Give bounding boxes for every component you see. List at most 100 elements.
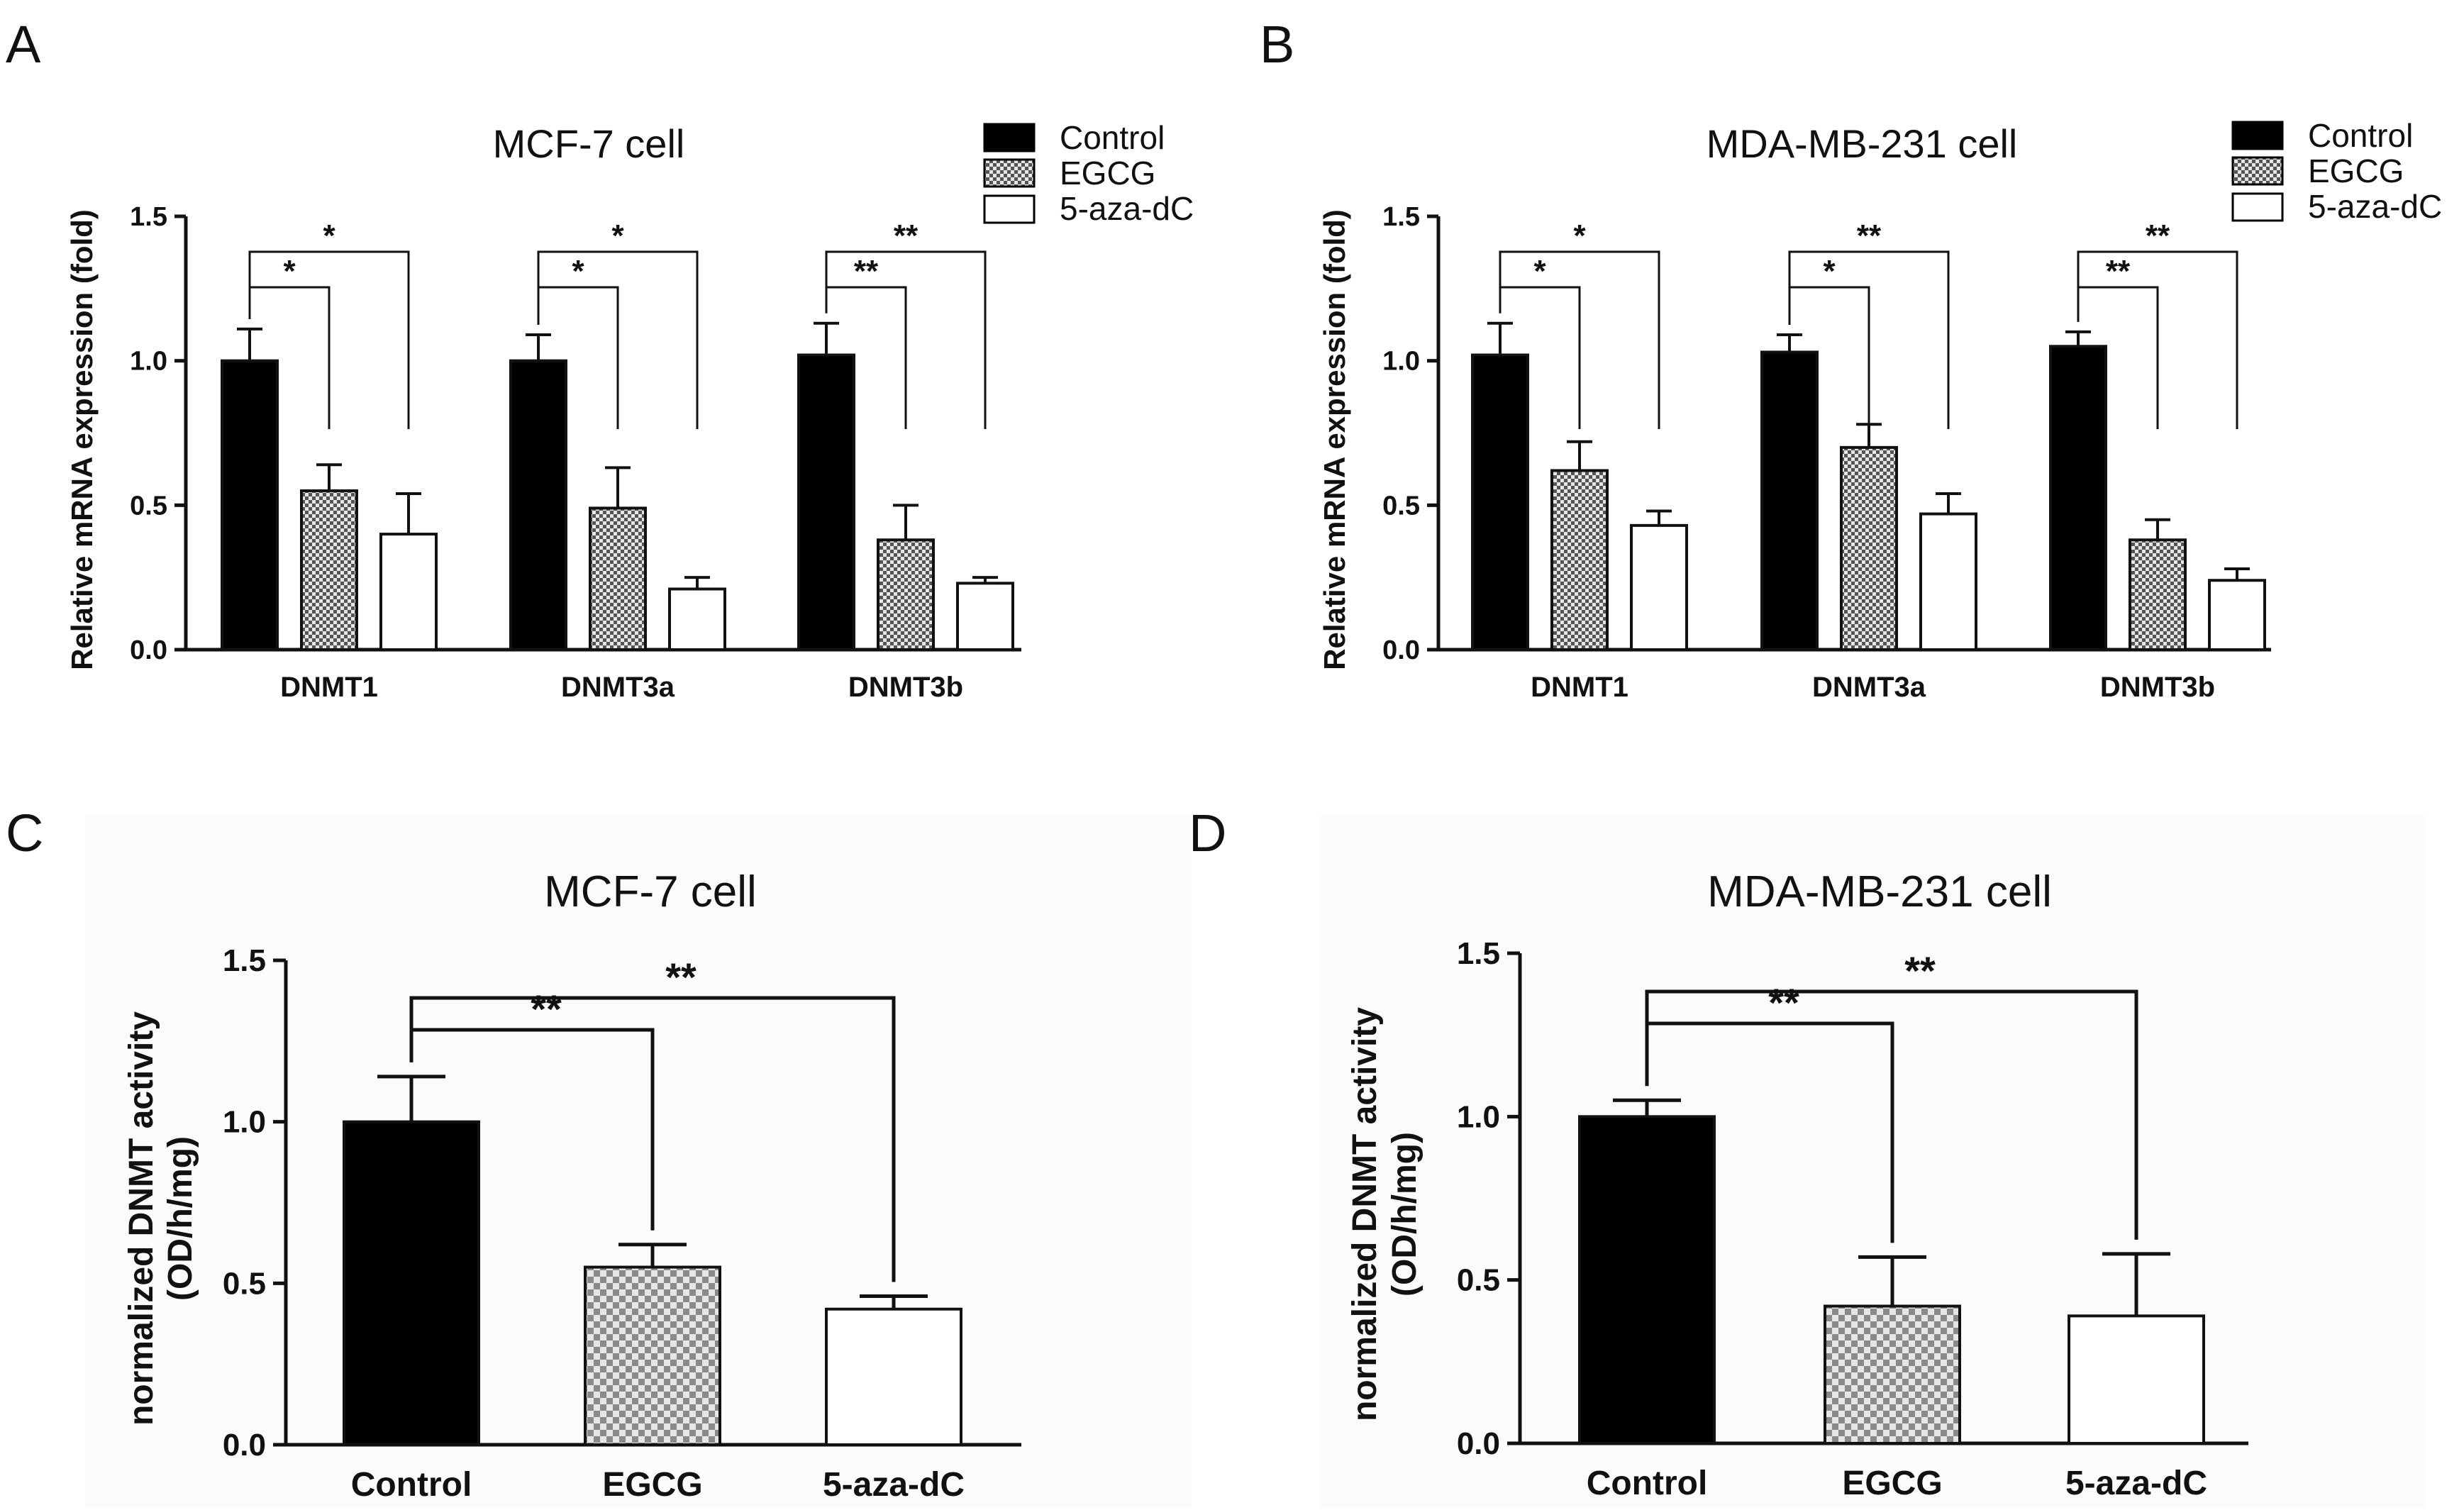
- chart-a-ytick-label: 0.0: [130, 635, 167, 665]
- chart-c-ytick-label: 1.5: [223, 943, 266, 978]
- chart-a-sig-far-label: **: [894, 218, 919, 253]
- chart-a-bar-dnmt3b-control: [797, 353, 855, 651]
- chart-a-bar-dnmt1-aza: [379, 533, 438, 651]
- legend-a-egcg: EGCG: [1060, 155, 1155, 191]
- chart-c-sig-far-label: **: [665, 955, 697, 999]
- chart-b-bar-dnmt3b-egcg: [2129, 538, 2187, 651]
- legend-b-control: Control: [2308, 117, 2413, 154]
- chart-c-sig-near-label: **: [531, 987, 562, 1031]
- chart-a-category-label: DNMT3a: [561, 672, 675, 703]
- chart-c-ytick-label: 0.0: [223, 1428, 266, 1462]
- chart-b-sig-bracket-far: [1788, 250, 1950, 429]
- chart-b-bar-dnmt1-control: [1471, 353, 1529, 651]
- chart-c-category-label: EGCG: [602, 1466, 702, 1504]
- chart-c-ylabel: normalized DNMT activity: [123, 1011, 160, 1426]
- chart-a-bar-dnmt1-control: [221, 359, 279, 651]
- chart-c-ylabel-units: (OD/h/mg): [162, 1136, 199, 1301]
- chart-b-ytick-label: 0.0: [1382, 635, 1420, 665]
- chart-d-category-label: EGCG: [1842, 1465, 1942, 1502]
- chart-a-sig-near-label: *: [572, 254, 584, 289]
- chart-b-sig-bracket-near: [1788, 252, 1870, 429]
- legend-b-swatch-aza: [2231, 192, 2284, 222]
- chart-b-ytick-label: 1.0: [1382, 347, 1420, 377]
- chart-c-category-label: Control: [351, 1466, 472, 1504]
- chart-d-ytick-label: 0.5: [1457, 1263, 1500, 1298]
- chart-d-sig-bracket-far: [1645, 989, 2138, 1240]
- panel-letter-b: B: [1260, 15, 1294, 74]
- chart-a-bar-dnmt3b-egcg: [877, 538, 935, 651]
- chart-a-bar-dnmt1-egcg: [300, 489, 358, 652]
- panel-letter-d: D: [1189, 804, 1226, 862]
- chart-a-sig-near-label: **: [854, 254, 879, 289]
- chart-a-ytick-label: 1.0: [130, 347, 167, 377]
- chart-d-ylabel-units: (OD/h/mg): [1386, 1132, 1424, 1297]
- chart-d-sig-near-label: **: [1768, 980, 1799, 1025]
- chart-d-sig-bracket-near: [1645, 992, 1894, 1243]
- chart-a-sig-bracket-near: [825, 252, 907, 429]
- chart-b-category-label: DNMT1: [1531, 672, 1628, 703]
- chart-a-bar-dnmt3a-control: [509, 359, 567, 651]
- chart-d-sig-far-label: **: [1904, 948, 1936, 993]
- chart-b-bar-dnmt3a-aza: [1919, 512, 1977, 652]
- chart-d-ytick-label: 1.0: [1457, 1099, 1500, 1134]
- chart-a-sig-bracket-near: [537, 252, 619, 429]
- chart-b-category-label: DNMT3b: [2100, 672, 2215, 703]
- chart-d-bar-control: [1578, 1115, 1716, 1445]
- legend-b-egcg: EGCG: [2308, 152, 2404, 189]
- chart-b-sig-far-label: *: [1573, 218, 1586, 253]
- chart-d: MDA-MB-231 cell normalized DNMT activity…: [1346, 867, 2248, 1502]
- chart-b-bar-dnmt3a-egcg: [1840, 445, 1898, 651]
- chart-c-ytick-label: 1.0: [223, 1105, 266, 1140]
- chart-b-title: MDA-MB-231 cell: [1707, 121, 2018, 166]
- chart-b-sig-far-label: **: [2146, 218, 2170, 253]
- chart-d-ylabel: normalized DNMT activity: [1346, 1007, 1384, 1421]
- chart-d-bar-egcg: [1824, 1304, 1961, 1445]
- chart-c-sig-bracket-near: [409, 998, 655, 1231]
- legend-a-swatch-control: [983, 123, 1036, 152]
- chart-b-ytick-label: 0.5: [1382, 491, 1420, 521]
- chart-a-category-label: DNMT1: [280, 672, 378, 703]
- chart-b-ylabel: Relative mRNA expression (fold): [1318, 209, 1351, 670]
- chart-a-ytick-label: 1.5: [130, 202, 167, 232]
- chart-a-sig-far-label: *: [611, 218, 624, 253]
- chart-d-title: MDA-MB-231 cell: [1707, 867, 2052, 916]
- chart-a-sig-far-label: *: [323, 218, 335, 253]
- chart-a-ylabel: Relative mRNA expression (fold): [65, 209, 99, 670]
- chart-b-sig-near-label: *: [1533, 254, 1546, 289]
- legend-a-swatch-aza: [983, 194, 1036, 224]
- chart-d-category-label: 5-aza-dC: [2065, 1465, 2207, 1502]
- panel-letter-c: C: [6, 804, 43, 862]
- chart-c-category-label: 5-aza-dC: [823, 1466, 965, 1504]
- chart-b-sig-bracket-near: [1499, 252, 1581, 429]
- chart-b-sig-near-label: **: [2106, 254, 2131, 289]
- chart-c: MCF-7 cell normalized DNMT activity (OD/…: [123, 867, 1021, 1504]
- chart-d-ytick-label: 1.5: [1457, 936, 1500, 971]
- chart-c-ytick-label: 0.5: [223, 1266, 266, 1301]
- chart-c-bar-control: [343, 1120, 480, 1446]
- legend-b-aza: 5-aza-dC: [2308, 188, 2442, 225]
- chart-b: MDA-MB-231 cell Relative mRNA expression…: [1318, 117, 2442, 703]
- chart-a-bar-dnmt3b-aza: [956, 582, 1014, 652]
- chart-d-bar-aza: [2068, 1314, 2205, 1445]
- chart-a-bar-dnmt3a-aza: [668, 587, 726, 652]
- legend-a-swatch-egcg: [983, 158, 1036, 188]
- chart-b-bar-dnmt3b-aza: [2208, 579, 2266, 651]
- legend-a-aza: 5-aza-dC: [1060, 190, 1194, 227]
- chart-d-category-label: Control: [1587, 1465, 1708, 1502]
- chart-b-bar-dnmt1-aza: [1630, 523, 1688, 652]
- chart-b-ytick-label: 1.5: [1382, 202, 1420, 232]
- chart-a-category-label: DNMT3b: [848, 672, 963, 703]
- legend-b-swatch-egcg: [2231, 156, 2284, 186]
- chart-c-title: MCF-7 cell: [544, 867, 757, 916]
- chart-b-sig-far-label: **: [1857, 218, 1882, 253]
- chart-b-sig-bracket-near: [2077, 252, 2159, 429]
- chart-a-sig-bracket-near: [248, 252, 331, 429]
- chart-b-sig-near-label: *: [1823, 254, 1836, 289]
- chart-a-ytick-label: 0.5: [130, 491, 167, 521]
- chart-a-sig-bracket-far: [537, 250, 699, 429]
- chart-a-sig-near-label: *: [283, 254, 296, 289]
- chart-b-bar-dnmt1-egcg: [1550, 469, 1609, 651]
- chart-a-bar-dnmt3a-egcg: [589, 506, 647, 652]
- chart-a-title: MCF-7 cell: [493, 121, 685, 166]
